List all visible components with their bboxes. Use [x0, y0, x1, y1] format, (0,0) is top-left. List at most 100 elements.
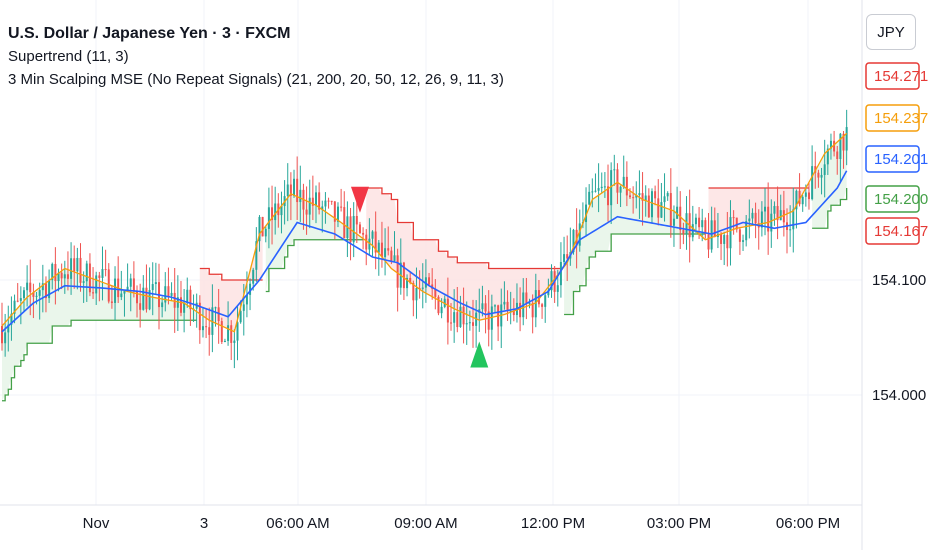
candle-body: [588, 191, 591, 205]
candle-body: [145, 287, 148, 310]
candle-body: [387, 248, 390, 251]
candle-body: [735, 217, 738, 230]
candle-body: [315, 192, 317, 206]
candle-body: [751, 212, 754, 219]
candle-body: [10, 313, 13, 325]
candle-body: [503, 301, 506, 305]
candle-body: [760, 211, 763, 228]
candle-body: [368, 238, 371, 250]
candle-body: [493, 305, 496, 307]
candle-body: [126, 286, 129, 291]
price-tag: [865, 145, 920, 173]
sell-signal-icon: [350, 186, 369, 213]
candle-body: [92, 292, 95, 294]
x-tick-label: 12:00 PM: [521, 515, 585, 532]
candle-body: [682, 230, 685, 234]
candle-body: [754, 212, 757, 224]
candle-body: [13, 300, 16, 314]
candle-body: [685, 213, 688, 234]
candle-body: [506, 301, 509, 312]
candle-body: [707, 234, 710, 250]
time-axis[interactable]: Nov 3 06:00 AM 09:00 AM 12:00 PM 03:00 P…: [83, 515, 840, 532]
candle-body: [468, 322, 471, 324]
candle-body: [29, 282, 32, 293]
price-tag-label: 154.271: [874, 68, 928, 85]
candle-body: [66, 274, 69, 279]
candle-body: [289, 184, 292, 196]
candle-body: [220, 321, 223, 342]
currency-button[interactable]: JPY: [866, 14, 916, 50]
candle-body: [563, 254, 566, 263]
candle-body: [186, 289, 189, 304]
x-tick-label: 09:00 AM: [394, 515, 457, 532]
supertrend-up-line: [2, 319, 197, 402]
candle-body: [409, 277, 412, 283]
candle-body: [559, 262, 562, 286]
candle-body: [173, 292, 176, 308]
candle-body: [826, 148, 829, 165]
candle-body: [720, 233, 723, 244]
candle-body: [694, 217, 697, 225]
candle-body: [701, 220, 704, 228]
candle-body: [35, 295, 38, 297]
candle-body: [139, 303, 142, 310]
candle-body: [142, 287, 145, 310]
candle-body: [654, 191, 657, 199]
candle-body: [22, 290, 25, 299]
candle-body: [296, 178, 299, 203]
candle-body: [811, 166, 814, 200]
candle-body: [650, 191, 653, 218]
candle-body: [57, 272, 60, 282]
candle-body: [625, 176, 628, 196]
candle-body: [4, 332, 7, 344]
candle-body: [223, 340, 226, 342]
candle-body: [355, 216, 358, 225]
candle-body: [676, 206, 679, 219]
candle-body: [635, 195, 638, 198]
candle-body: [487, 311, 490, 330]
candle-body: [377, 242, 380, 253]
candle-body: [258, 216, 261, 242]
candle-body: [198, 302, 201, 331]
candle-body: [450, 322, 453, 324]
candle-body: [600, 186, 603, 189]
candle-body: [613, 169, 616, 171]
symbol-title[interactable]: U.S. Dollar / Japanese Yen · 3 · FXCM: [8, 25, 291, 42]
candle-body: [541, 304, 544, 307]
candle-body: [484, 303, 487, 312]
candle-body: [525, 292, 528, 303]
candle-body: [547, 290, 550, 296]
indicator-supertrend-label[interactable]: Supertrend (11, 3): [8, 48, 129, 65]
candle-body: [63, 274, 66, 279]
candle-body: [402, 262, 405, 289]
candle-body: [798, 190, 801, 205]
price-tag: [865, 104, 920, 132]
candle-body: [459, 306, 462, 328]
candle-body: [566, 254, 569, 259]
candle-body: [817, 172, 820, 178]
supertrend-zone: [564, 182, 706, 315]
supertrend-zone: [2, 268, 197, 401]
candle-body: [820, 174, 823, 178]
candle-body: [446, 298, 449, 323]
candle-body: [406, 277, 409, 289]
candle-body: [132, 278, 135, 291]
candle-body: [362, 232, 365, 235]
candle-body: [729, 217, 732, 249]
indicator-scalping-label[interactable]: 3 Min Scalping MSE (No Repeat Signals) (…: [8, 71, 504, 88]
candle-body: [779, 210, 782, 221]
candle-body: [732, 217, 735, 219]
candle-body: [327, 200, 330, 202]
price-axis[interactable]: 154.100 154.000: [872, 272, 926, 404]
candle-body: [512, 310, 515, 316]
candle-body: [95, 275, 98, 294]
candle-body: [647, 195, 650, 218]
candle-body: [638, 193, 641, 196]
candle-body: [764, 206, 767, 212]
candle-body: [745, 221, 748, 241]
candle-body: [104, 269, 107, 271]
candle-body: [236, 322, 239, 341]
candle-body: [324, 200, 327, 207]
candle-body: [465, 323, 468, 325]
